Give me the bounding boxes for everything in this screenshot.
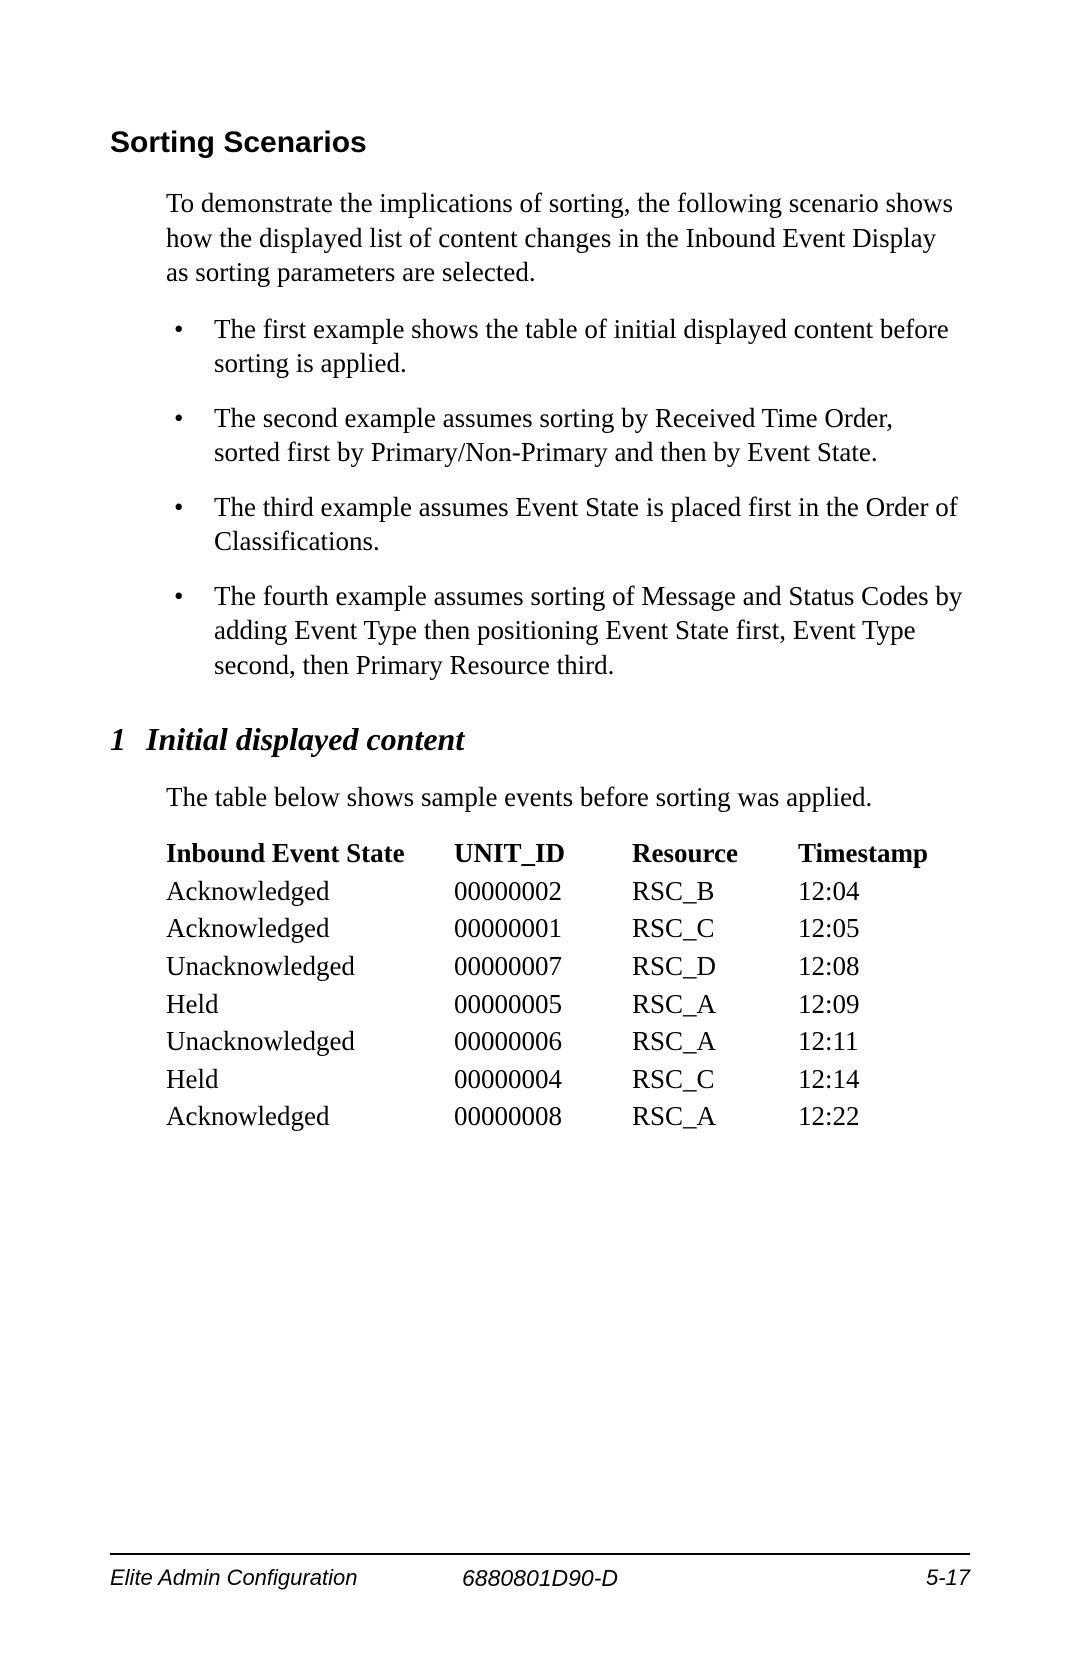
cell-unit-id: 00000008 [454, 1099, 632, 1137]
table-row: Acknowledged 00000002 RSC_B 12:04 [166, 874, 948, 912]
cell-timestamp: 12:11 [798, 1024, 948, 1062]
cell-unit-id: 00000002 [454, 874, 632, 912]
col-header-timestamp: Timestamp [798, 836, 948, 874]
cell-resource: RSC_A [632, 987, 798, 1025]
table-row: Acknowledged 00000001 RSC_C 12:05 [166, 911, 948, 949]
cell-timestamp: 12:14 [798, 1062, 948, 1100]
cell-state: Acknowledged [166, 911, 454, 949]
events-table: Inbound Event State UNIT_ID Resource Tim… [166, 836, 948, 1137]
subsection-heading: 1 Initial displayed content [110, 721, 970, 758]
bullet-item: The third example assumes Event State is… [166, 490, 964, 559]
cell-state: Held [166, 987, 454, 1025]
cell-timestamp: 12:08 [798, 949, 948, 987]
col-header-state: Inbound Event State [166, 836, 454, 874]
cell-timestamp: 12:04 [798, 874, 948, 912]
bullet-item: The second example assumes sorting by Re… [166, 401, 964, 470]
footer-center: 6880801D90-D [462, 1565, 618, 1592]
subsection-title: Initial displayed content [146, 721, 464, 757]
cell-resource: RSC_D [632, 949, 798, 987]
cell-state: Acknowledged [166, 1099, 454, 1137]
table-row: Held 00000004 RSC_C 12:14 [166, 1062, 948, 1100]
cell-resource: RSC_B [632, 874, 798, 912]
cell-state: Unacknowledged [166, 1024, 454, 1062]
cell-timestamp: 12:09 [798, 987, 948, 1025]
cell-unit-id: 00000001 [454, 911, 632, 949]
page-footer: Elite Admin Configuration 6880801D90-D 5… [110, 1553, 970, 1591]
table-caption: The table below shows sample events befo… [166, 780, 970, 815]
table-header-row: Inbound Event State UNIT_ID Resource Tim… [166, 836, 948, 874]
cell-unit-id: 00000004 [454, 1062, 632, 1100]
table-row: Held 00000005 RSC_A 12:09 [166, 987, 948, 1025]
bullet-item: The fourth example assumes sorting of Me… [166, 579, 964, 683]
cell-state: Unacknowledged [166, 949, 454, 987]
bullet-item: The first example shows the table of ini… [166, 312, 964, 381]
table-row: Unacknowledged 00000007 RSC_D 12:08 [166, 949, 948, 987]
cell-resource: RSC_A [632, 1024, 798, 1062]
cell-timestamp: 12:22 [798, 1099, 948, 1137]
section-heading: Sorting Scenarios [110, 126, 970, 160]
subsection-number: 1 [110, 721, 138, 758]
cell-state: Held [166, 1062, 454, 1100]
bullet-list: The first example shows the table of ini… [166, 312, 964, 683]
cell-unit-id: 00000005 [454, 987, 632, 1025]
intro-paragraph: To demonstrate the implications of sorti… [166, 186, 964, 290]
footer-left: Elite Admin Configuration [110, 1565, 357, 1591]
cell-resource: RSC_C [632, 1062, 798, 1100]
col-header-unit-id: UNIT_ID [454, 836, 632, 874]
table-row: Unacknowledged 00000006 RSC_A 12:11 [166, 1024, 948, 1062]
cell-resource: RSC_C [632, 911, 798, 949]
cell-unit-id: 00000007 [454, 949, 632, 987]
table-row: Acknowledged 00000008 RSC_A 12:22 [166, 1099, 948, 1137]
cell-timestamp: 12:05 [798, 911, 948, 949]
document-page: Sorting Scenarios To demonstrate the imp… [0, 0, 1080, 1669]
footer-right: 5-17 [926, 1565, 970, 1591]
cell-unit-id: 00000006 [454, 1024, 632, 1062]
cell-resource: RSC_A [632, 1099, 798, 1137]
cell-state: Acknowledged [166, 874, 454, 912]
col-header-resource: Resource [632, 836, 798, 874]
